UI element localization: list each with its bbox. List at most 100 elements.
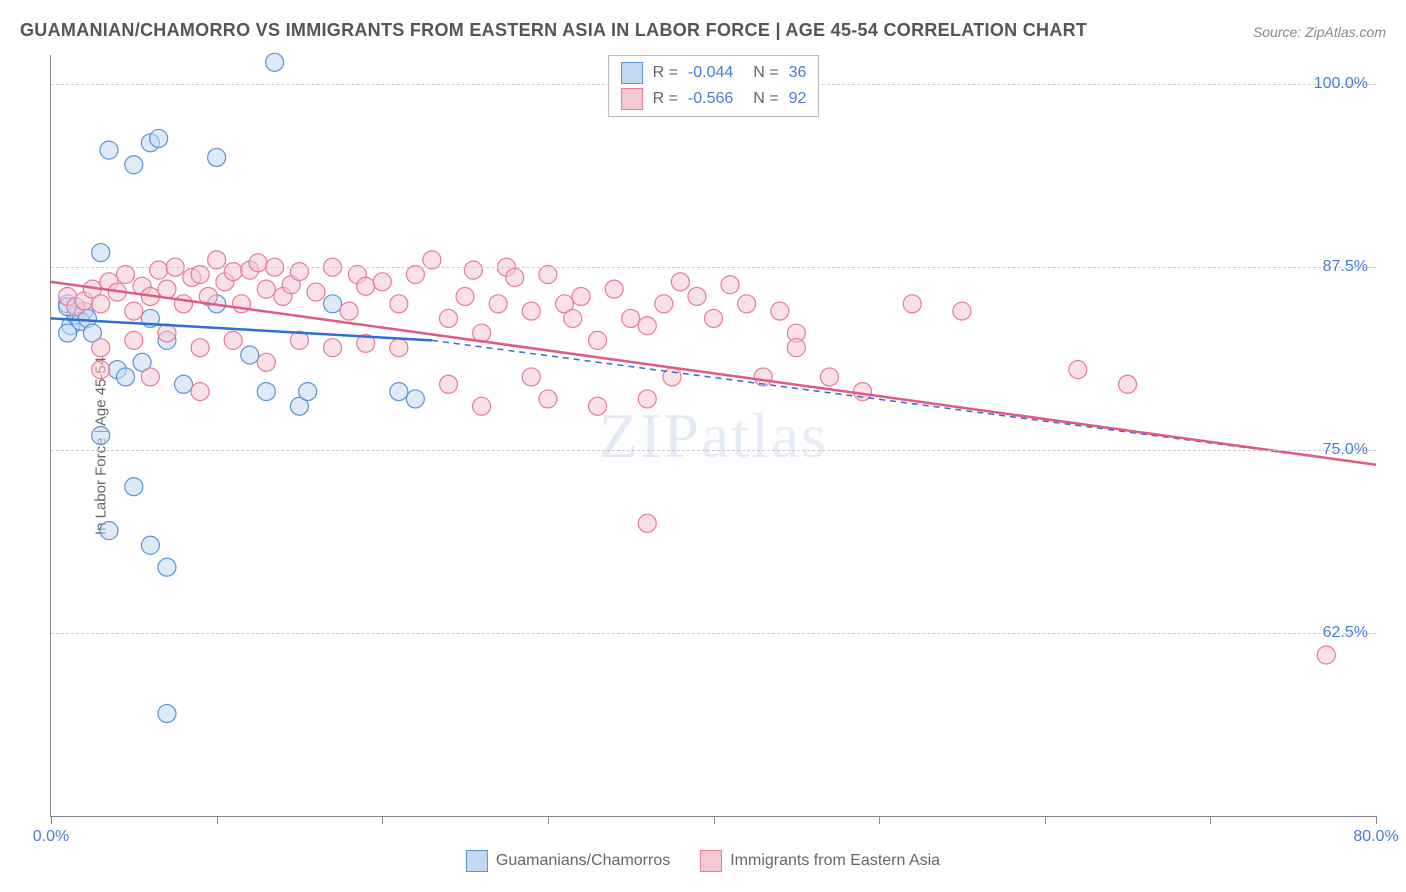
data-point [208, 148, 226, 166]
data-point [125, 302, 143, 320]
data-point [705, 309, 723, 327]
y-tick-label: 100.0% [1306, 75, 1368, 93]
data-point [522, 302, 540, 320]
data-point [150, 129, 168, 147]
data-point [605, 280, 623, 298]
data-point [440, 375, 458, 393]
data-point [390, 383, 408, 401]
data-point [257, 280, 275, 298]
legend-r-label: R = [653, 64, 678, 82]
data-point [738, 295, 756, 313]
data-point [506, 268, 524, 286]
data-point [191, 339, 209, 357]
data-point [158, 705, 176, 723]
data-point [489, 295, 507, 313]
x-tick [879, 816, 880, 824]
legend-row: R = -0.566 N = 92 [621, 86, 807, 112]
data-point [299, 383, 317, 401]
data-point [1069, 361, 1087, 379]
x-tick [1210, 816, 1211, 824]
data-point [390, 339, 408, 357]
legend-series-label: Guamanians/Chamorros [496, 852, 670, 870]
scatter-plot-svg [51, 55, 1376, 816]
data-point [406, 390, 424, 408]
data-point [522, 368, 540, 386]
data-point [191, 266, 209, 284]
data-point [357, 277, 375, 295]
data-point [125, 156, 143, 174]
legend-series-label: Immigrants from Eastern Asia [730, 852, 940, 870]
data-point [440, 309, 458, 327]
data-point [175, 375, 193, 393]
data-point [390, 295, 408, 313]
legend-r-label: R = [653, 90, 678, 108]
data-point [224, 263, 242, 281]
gridline [51, 450, 1376, 451]
data-point [373, 273, 391, 291]
data-point [589, 397, 607, 415]
data-point [249, 254, 267, 272]
plot-area: ZIPatlas R =-0.044N =36R =-0.566N =92 62… [50, 55, 1376, 817]
data-point [158, 280, 176, 298]
data-point [953, 302, 971, 320]
data-point [903, 295, 921, 313]
data-point [539, 390, 557, 408]
data-point [406, 266, 424, 284]
x-tick [382, 816, 383, 824]
data-point [92, 427, 110, 445]
x-tick [1045, 816, 1046, 824]
data-point [564, 309, 582, 327]
data-point [820, 368, 838, 386]
gridline [51, 633, 1376, 634]
data-point [266, 53, 284, 71]
data-point [324, 295, 342, 313]
x-tick [1376, 816, 1377, 824]
data-point [150, 261, 168, 279]
data-point [539, 266, 557, 284]
legend-r-value: -0.566 [688, 90, 733, 108]
data-point [224, 331, 242, 349]
data-point [622, 309, 640, 327]
legend-n-label: N = [753, 90, 778, 108]
legend-correlation: R =-0.044N =36R =-0.566N =92 [608, 55, 820, 117]
data-point [92, 295, 110, 313]
data-point [771, 302, 789, 320]
legend-n-label: N = [753, 64, 778, 82]
data-point [100, 522, 118, 540]
data-point [340, 302, 358, 320]
data-point [688, 287, 706, 305]
data-point [175, 295, 193, 313]
data-point [787, 339, 805, 357]
data-point [655, 295, 673, 313]
legend-series: Guamanians/Chamorros Immigrants from East… [466, 850, 940, 872]
data-point [158, 558, 176, 576]
data-point [572, 287, 590, 305]
source-label: Source: ZipAtlas.com [1253, 24, 1386, 40]
data-point [158, 324, 176, 342]
legend-n-value: 92 [789, 90, 807, 108]
legend-series-item: Immigrants from Eastern Asia [700, 850, 940, 872]
y-tick-label: 75.0% [1315, 441, 1368, 459]
y-tick-label: 87.5% [1315, 258, 1368, 276]
data-point [117, 368, 135, 386]
x-tick-label: 0.0% [33, 828, 69, 846]
data-point [92, 361, 110, 379]
data-point [290, 263, 308, 281]
data-point [1119, 375, 1137, 393]
data-point [671, 273, 689, 291]
legend-n-value: 36 [789, 64, 807, 82]
data-point [754, 368, 772, 386]
data-point [423, 251, 441, 269]
chart-container: GUAMANIAN/CHAMORRO VS IMMIGRANTS FROM EA… [0, 0, 1406, 892]
data-point [241, 346, 259, 364]
data-point [141, 368, 159, 386]
y-tick-label: 62.5% [1315, 624, 1368, 642]
legend-swatch [621, 88, 643, 110]
x-tick-label: 80.0% [1353, 828, 1398, 846]
data-point [117, 266, 135, 284]
x-tick [51, 816, 52, 824]
data-point [638, 317, 656, 335]
data-point [473, 397, 491, 415]
x-tick [714, 816, 715, 824]
data-point [721, 276, 739, 294]
